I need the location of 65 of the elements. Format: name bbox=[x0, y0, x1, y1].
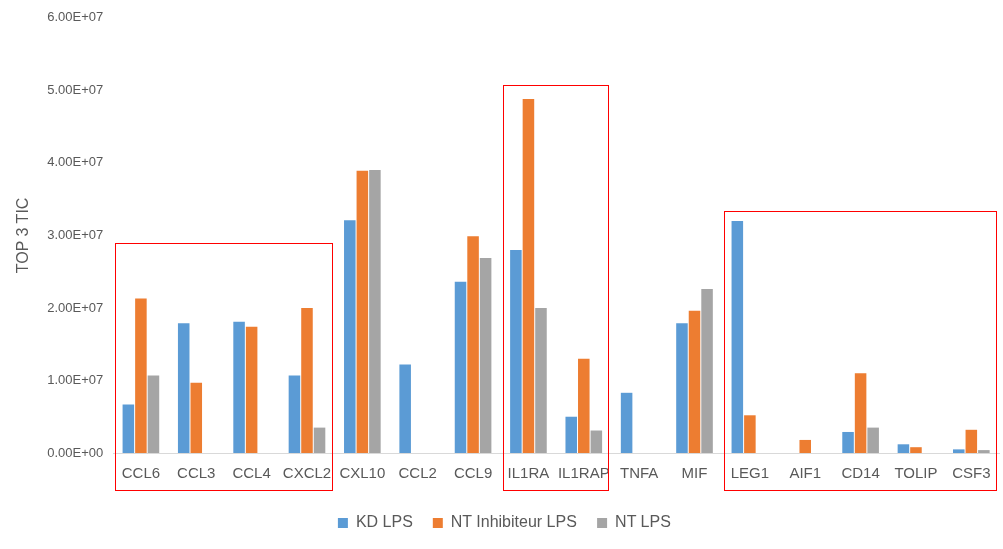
y-tick-label: 3.00E+07 bbox=[47, 226, 104, 242]
bar bbox=[965, 429, 978, 453]
bar bbox=[288, 375, 301, 453]
x-tick-label: CSF3 bbox=[952, 464, 991, 482]
bar bbox=[369, 170, 381, 453]
x-tick-label: CCL6 bbox=[121, 464, 161, 482]
x-tick-label: TOLIP bbox=[894, 464, 938, 482]
y-tick-label: 0.00E+00 bbox=[47, 444, 104, 460]
x-tick-label: LEG1 bbox=[730, 464, 770, 482]
x-tick-label: CCL3 bbox=[177, 464, 216, 482]
y-tick-label: 2.00E+07 bbox=[47, 299, 104, 315]
x-tick-label: CCL2 bbox=[398, 464, 437, 482]
bar bbox=[399, 364, 411, 453]
x-tick-label: CD14 bbox=[841, 464, 880, 482]
y-tick-label: 1.00E+07 bbox=[47, 372, 104, 388]
bar bbox=[620, 392, 633, 453]
bar bbox=[190, 382, 203, 453]
x-tick-label: MIF bbox=[681, 464, 708, 482]
y-axis-title: TOP 3 TIC bbox=[14, 197, 32, 274]
bar bbox=[688, 310, 701, 453]
bar bbox=[177, 323, 190, 453]
bar bbox=[842, 431, 854, 453]
bar bbox=[245, 326, 258, 453]
bar bbox=[731, 220, 744, 453]
bar bbox=[301, 307, 313, 453]
bar bbox=[313, 427, 326, 453]
bar bbox=[122, 404, 135, 453]
y-tick-label: 5.00E+07 bbox=[47, 81, 104, 97]
bar bbox=[479, 257, 492, 453]
bar bbox=[522, 99, 535, 453]
bar bbox=[867, 427, 879, 453]
bar bbox=[135, 298, 147, 453]
bar bbox=[565, 416, 578, 453]
bar bbox=[344, 220, 356, 453]
bar bbox=[701, 289, 713, 453]
bar bbox=[910, 447, 922, 453]
bar bbox=[953, 449, 965, 453]
y-tick-label: 6.00E+07 bbox=[47, 9, 104, 25]
x-tick-label: AIF1 bbox=[789, 464, 822, 482]
bar bbox=[744, 415, 756, 453]
y-tick-label: 4.00E+07 bbox=[47, 154, 104, 170]
bar bbox=[590, 430, 603, 453]
x-tick-label: CXCL2 bbox=[282, 464, 332, 482]
bar bbox=[578, 358, 590, 453]
x-tick-label: TNFA bbox=[619, 464, 659, 482]
legend-label: KD LPS bbox=[355, 513, 413, 531]
bar bbox=[356, 170, 369, 453]
x-tick-label: CCL9 bbox=[453, 464, 493, 482]
bar bbox=[454, 281, 467, 453]
bar bbox=[978, 450, 990, 453]
bar bbox=[897, 444, 910, 453]
x-tick-label: CCL4 bbox=[232, 464, 271, 482]
bar bbox=[854, 373, 867, 453]
bar bbox=[676, 323, 688, 453]
bar bbox=[467, 236, 479, 453]
bar bbox=[535, 307, 547, 453]
x-tick-label: IL1RAP bbox=[557, 464, 610, 482]
legend-label: NT Inhibiteur LPS bbox=[450, 513, 577, 531]
bar bbox=[233, 321, 245, 453]
legend-label: NT LPS bbox=[615, 513, 671, 531]
bar bbox=[510, 249, 522, 453]
x-tick-label: CXL10 bbox=[339, 464, 386, 482]
bar bbox=[799, 439, 812, 453]
bar bbox=[147, 375, 160, 453]
x-tick-label: IL1RA bbox=[507, 464, 550, 482]
